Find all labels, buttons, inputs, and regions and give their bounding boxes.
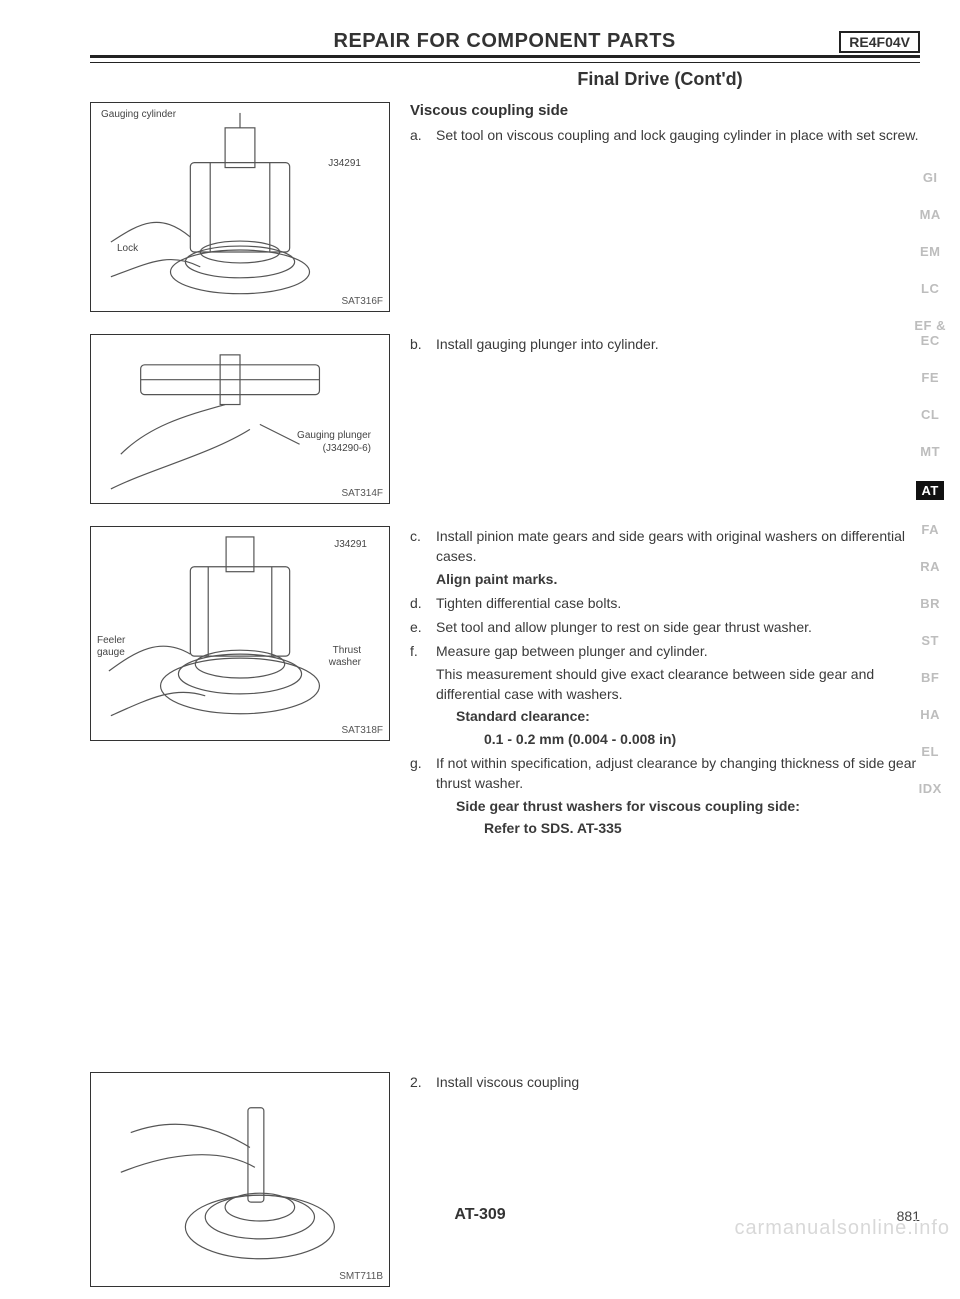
fig1-code: SAT316F	[342, 296, 384, 307]
figure-3: J34291 Feeler gauge Thrust washer SAT318…	[90, 526, 390, 741]
row-1: Gauging cylinder J34291 Lock SAT316F Vis…	[90, 102, 920, 324]
step-body: If not within specification, adjust clea…	[436, 755, 916, 791]
step-g-spec-label: Side gear thrust washers for viscous cou…	[436, 796, 920, 816]
fig2-code: SAT314F	[342, 488, 384, 499]
section-tab[interactable]: FE	[916, 370, 944, 385]
step-letter: g.	[410, 753, 436, 838]
step-body: Install viscous coupling	[436, 1072, 920, 1092]
row-2: Gauging plunger (J34290-6) SAT314F b. In…	[90, 334, 920, 516]
section-tab[interactable]: CL	[916, 407, 944, 422]
step-d: d. Tighten differential case bolts.	[410, 593, 920, 613]
fig4-code: SMT711B	[339, 1271, 383, 1282]
section-tabs: GI MA EM LC EF & EC FE CL MT AT FA RA BR ST BF HA EL IDX	[914, 170, 946, 796]
section-tab[interactable]: BF	[916, 670, 944, 685]
step-body: Tighten differential case bolts.	[436, 593, 920, 613]
section-tab[interactable]: LC	[916, 281, 944, 296]
step-body: Set tool and allow plunger to rest on si…	[436, 617, 920, 637]
step-c-bold: Align paint marks.	[436, 569, 920, 589]
page-subtitle: Final Drive (Cont'd)	[400, 69, 920, 90]
fig1-label-lock: Lock	[117, 243, 138, 254]
section-tab[interactable]: EF & EC	[914, 318, 946, 348]
step-letter: a.	[410, 125, 436, 145]
fig1-label-tool: J34291	[328, 158, 361, 169]
step-f-note: This measurement should give exact clear…	[436, 664, 920, 705]
fig3-label-tool: J34291	[334, 539, 367, 550]
step-body: Install pinion mate gears and side gears…	[436, 528, 905, 564]
section-tab[interactable]: IDX	[916, 781, 944, 796]
step-body: Install gauging plunger into cylinder.	[436, 334, 920, 354]
fig2-label-plunger-sub: (J34290-6)	[323, 443, 371, 454]
section-tab[interactable]: ST	[916, 633, 944, 648]
step-letter: f.	[410, 641, 436, 748]
section-tab[interactable]: MA	[916, 207, 944, 222]
step-letter: d.	[410, 593, 436, 613]
fig3-label-gauge: gauge	[97, 647, 125, 658]
section-tab[interactable]: EM	[916, 244, 944, 259]
diagram-icon	[91, 527, 389, 741]
section-tab[interactable]: RA	[916, 559, 944, 574]
diagram-icon	[91, 335, 389, 504]
section-tab[interactable]: MT	[916, 444, 944, 459]
section-tab[interactable]: GI	[916, 170, 944, 185]
step-f: f. Measure gap between plunger and cylin…	[410, 641, 920, 748]
fig3-label-feeler: Feeler	[97, 635, 125, 646]
step-body: Measure gap between plunger and cylinder…	[436, 643, 708, 659]
page-title: REPAIR FOR COMPONENT PARTS	[170, 30, 839, 53]
fig3-label-washer: washer	[329, 657, 361, 668]
step-g: g. If not within specification, adjust c…	[410, 753, 920, 838]
figure-2: Gauging plunger (J34290-6) SAT314F	[90, 334, 390, 504]
model-code: RE4F04V	[839, 31, 920, 53]
step-a: a. Set tool on viscous coupling and lock…	[410, 125, 920, 145]
step-f-spec-value: 0.1 - 0.2 mm (0.004 - 0.008 in)	[436, 729, 920, 749]
header: REPAIR FOR COMPONENT PARTS RE4F04V	[90, 30, 920, 58]
fig2-label-plunger: Gauging plunger	[297, 430, 371, 441]
diagram-icon	[91, 1073, 389, 1287]
fig3-label-thrust: Thrust	[333, 645, 361, 656]
step-f-spec-label: Standard clearance:	[436, 706, 920, 726]
step-g-spec-value: Refer to SDS. AT-335	[436, 818, 920, 838]
section-tab[interactable]: EL	[916, 744, 944, 759]
step-letter: b.	[410, 334, 436, 354]
diagram-icon	[91, 103, 389, 312]
manual-page: REPAIR FOR COMPONENT PARTS RE4F04V Final…	[0, 0, 960, 1242]
row-3: J34291 Feeler gauge Thrust washer SAT318…	[90, 526, 920, 842]
figure-1: Gauging cylinder J34291 Lock SAT316F	[90, 102, 390, 312]
figure-4: SMT711B	[90, 1072, 390, 1287]
fig3-code: SAT318F	[342, 725, 384, 736]
step-number: 2.	[410, 1072, 436, 1092]
step-e: e. Set tool and allow plunger to rest on…	[410, 617, 920, 637]
fig1-label-cylinder: Gauging cylinder	[101, 109, 176, 120]
section-heading: Viscous coupling side	[410, 102, 920, 119]
step-2: 2. Install viscous coupling	[410, 1072, 920, 1092]
step-b: b. Install gauging plunger into cylinder…	[410, 334, 920, 354]
section-tab[interactable]: HA	[916, 707, 944, 722]
watermark: carmanualsonline.info	[734, 1217, 950, 1240]
section-tab[interactable]: AT	[916, 481, 944, 500]
section-tab[interactable]: FA	[916, 522, 944, 537]
step-c: c. Install pinion mate gears and side ge…	[410, 526, 920, 589]
row-4: SMT711B 2. Install viscous coupling	[90, 1072, 920, 1299]
step-body: Set tool on viscous coupling and lock ga…	[436, 125, 920, 145]
step-letter: c.	[410, 526, 436, 589]
section-tab[interactable]: BR	[916, 596, 944, 611]
step-letter: e.	[410, 617, 436, 637]
